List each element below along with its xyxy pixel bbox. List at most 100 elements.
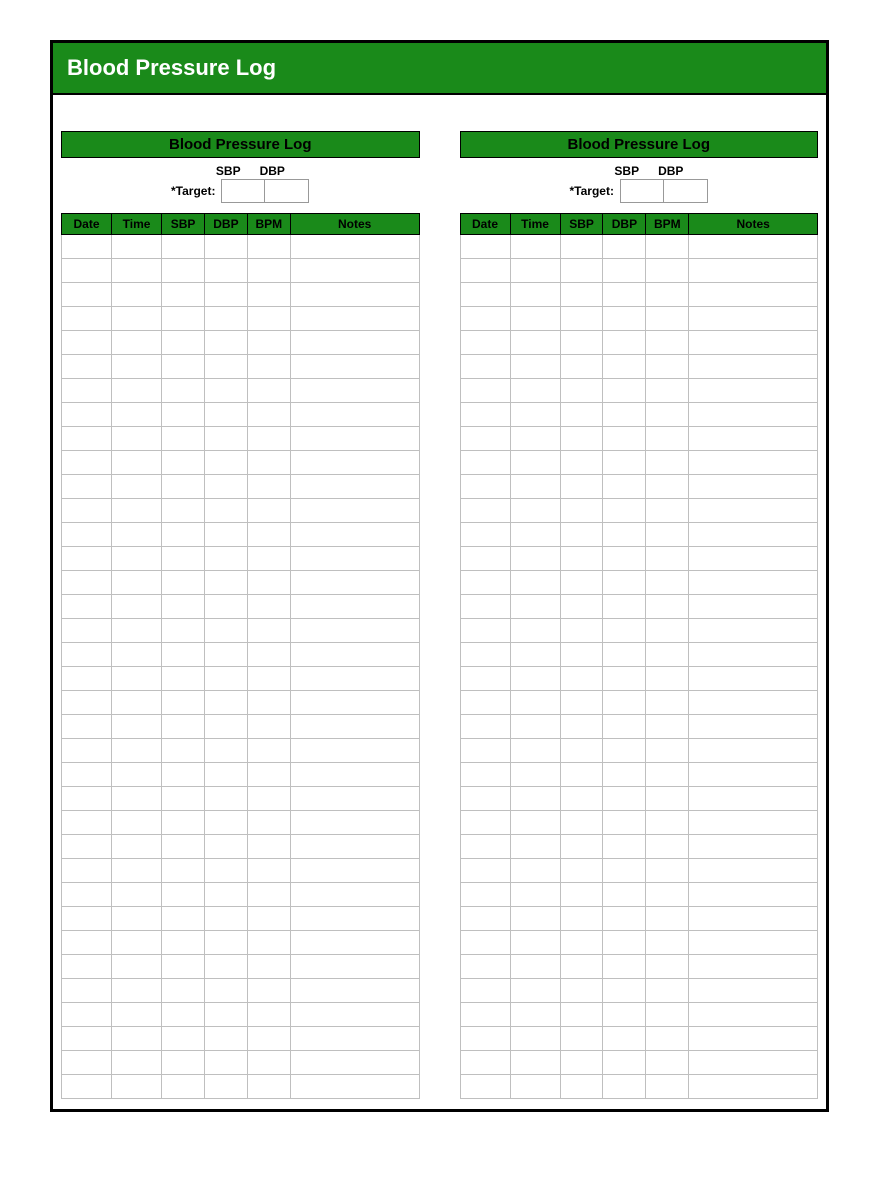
table-cell[interactable] — [560, 307, 603, 331]
table-cell[interactable] — [560, 595, 603, 619]
table-cell[interactable] — [162, 931, 205, 955]
table-cell[interactable] — [204, 403, 247, 427]
table-cell[interactable] — [112, 571, 162, 595]
table-cell[interactable] — [603, 811, 646, 835]
table-cell[interactable] — [510, 1003, 560, 1027]
table-cell[interactable] — [510, 835, 560, 859]
table-cell[interactable] — [560, 235, 603, 259]
table-cell[interactable] — [162, 883, 205, 907]
table-cell[interactable] — [204, 691, 247, 715]
table-cell[interactable] — [290, 667, 419, 691]
table-cell[interactable] — [247, 475, 290, 499]
table-cell[interactable] — [603, 547, 646, 571]
table-cell[interactable] — [560, 355, 603, 379]
table-cell[interactable] — [460, 379, 510, 403]
table-cell[interactable] — [62, 427, 112, 451]
table-cell[interactable] — [62, 883, 112, 907]
table-cell[interactable] — [560, 979, 603, 1003]
table-cell[interactable] — [646, 235, 689, 259]
table-cell[interactable] — [62, 451, 112, 475]
table-cell[interactable] — [460, 307, 510, 331]
table-cell[interactable] — [204, 1027, 247, 1051]
table-cell[interactable] — [62, 331, 112, 355]
table-cell[interactable] — [62, 667, 112, 691]
table-cell[interactable] — [689, 571, 818, 595]
table-cell[interactable] — [560, 523, 603, 547]
table-cell[interactable] — [247, 523, 290, 547]
table-cell[interactable] — [247, 811, 290, 835]
table-cell[interactable] — [646, 715, 689, 739]
table-cell[interactable] — [689, 715, 818, 739]
table-cell[interactable] — [560, 763, 603, 787]
table-cell[interactable] — [603, 283, 646, 307]
table-cell[interactable] — [560, 931, 603, 955]
table-cell[interactable] — [460, 931, 510, 955]
table-cell[interactable] — [510, 1075, 560, 1099]
table-cell[interactable] — [603, 1051, 646, 1075]
table-cell[interactable] — [510, 763, 560, 787]
table-cell[interactable] — [62, 859, 112, 883]
table-cell[interactable] — [603, 1075, 646, 1099]
table-cell[interactable] — [112, 355, 162, 379]
table-cell[interactable] — [247, 859, 290, 883]
table-cell[interactable] — [62, 523, 112, 547]
table-cell[interactable] — [560, 739, 603, 763]
table-cell[interactable] — [689, 835, 818, 859]
table-cell[interactable] — [62, 1027, 112, 1051]
table-cell[interactable] — [247, 499, 290, 523]
table-cell[interactable] — [510, 859, 560, 883]
table-cell[interactable] — [603, 715, 646, 739]
table-cell[interactable] — [247, 595, 290, 619]
table-cell[interactable] — [510, 547, 560, 571]
table-cell[interactable] — [204, 667, 247, 691]
table-cell[interactable] — [162, 1051, 205, 1075]
table-cell[interactable] — [247, 787, 290, 811]
table-cell[interactable] — [689, 259, 818, 283]
table-cell[interactable] — [560, 955, 603, 979]
table-cell[interactable] — [204, 379, 247, 403]
table-cell[interactable] — [689, 427, 818, 451]
table-cell[interactable] — [112, 931, 162, 955]
table-cell[interactable] — [204, 1051, 247, 1075]
table-cell[interactable] — [112, 451, 162, 475]
table-cell[interactable] — [290, 739, 419, 763]
table-cell[interactable] — [247, 979, 290, 1003]
table-cell[interactable] — [646, 259, 689, 283]
table-cell[interactable] — [460, 451, 510, 475]
table-cell[interactable] — [603, 259, 646, 283]
table-cell[interactable] — [689, 955, 818, 979]
table-cell[interactable] — [510, 499, 560, 523]
table-cell[interactable] — [460, 643, 510, 667]
table-cell[interactable] — [204, 283, 247, 307]
table-cell[interactable] — [112, 811, 162, 835]
table-cell[interactable] — [162, 763, 205, 787]
table-cell[interactable] — [162, 619, 205, 643]
table-cell[interactable] — [689, 979, 818, 1003]
table-cell[interactable] — [460, 715, 510, 739]
table-cell[interactable] — [162, 667, 205, 691]
table-cell[interactable] — [460, 571, 510, 595]
table-cell[interactable] — [62, 235, 112, 259]
table-cell[interactable] — [162, 691, 205, 715]
table-cell[interactable] — [689, 1003, 818, 1027]
table-cell[interactable] — [162, 283, 205, 307]
table-cell[interactable] — [290, 1003, 419, 1027]
table-cell[interactable] — [603, 691, 646, 715]
table-cell[interactable] — [162, 403, 205, 427]
table-cell[interactable] — [290, 835, 419, 859]
table-cell[interactable] — [162, 379, 205, 403]
table-cell[interactable] — [162, 859, 205, 883]
table-cell[interactable] — [510, 715, 560, 739]
panel-left-target-dbp-input[interactable] — [265, 179, 309, 203]
table-cell[interactable] — [204, 331, 247, 355]
table-cell[interactable] — [460, 331, 510, 355]
table-cell[interactable] — [460, 739, 510, 763]
table-cell[interactable] — [460, 787, 510, 811]
table-cell[interactable] — [689, 667, 818, 691]
table-cell[interactable] — [204, 931, 247, 955]
table-cell[interactable] — [62, 379, 112, 403]
table-cell[interactable] — [112, 475, 162, 499]
table-cell[interactable] — [510, 811, 560, 835]
table-cell[interactable] — [560, 427, 603, 451]
table-cell[interactable] — [112, 283, 162, 307]
